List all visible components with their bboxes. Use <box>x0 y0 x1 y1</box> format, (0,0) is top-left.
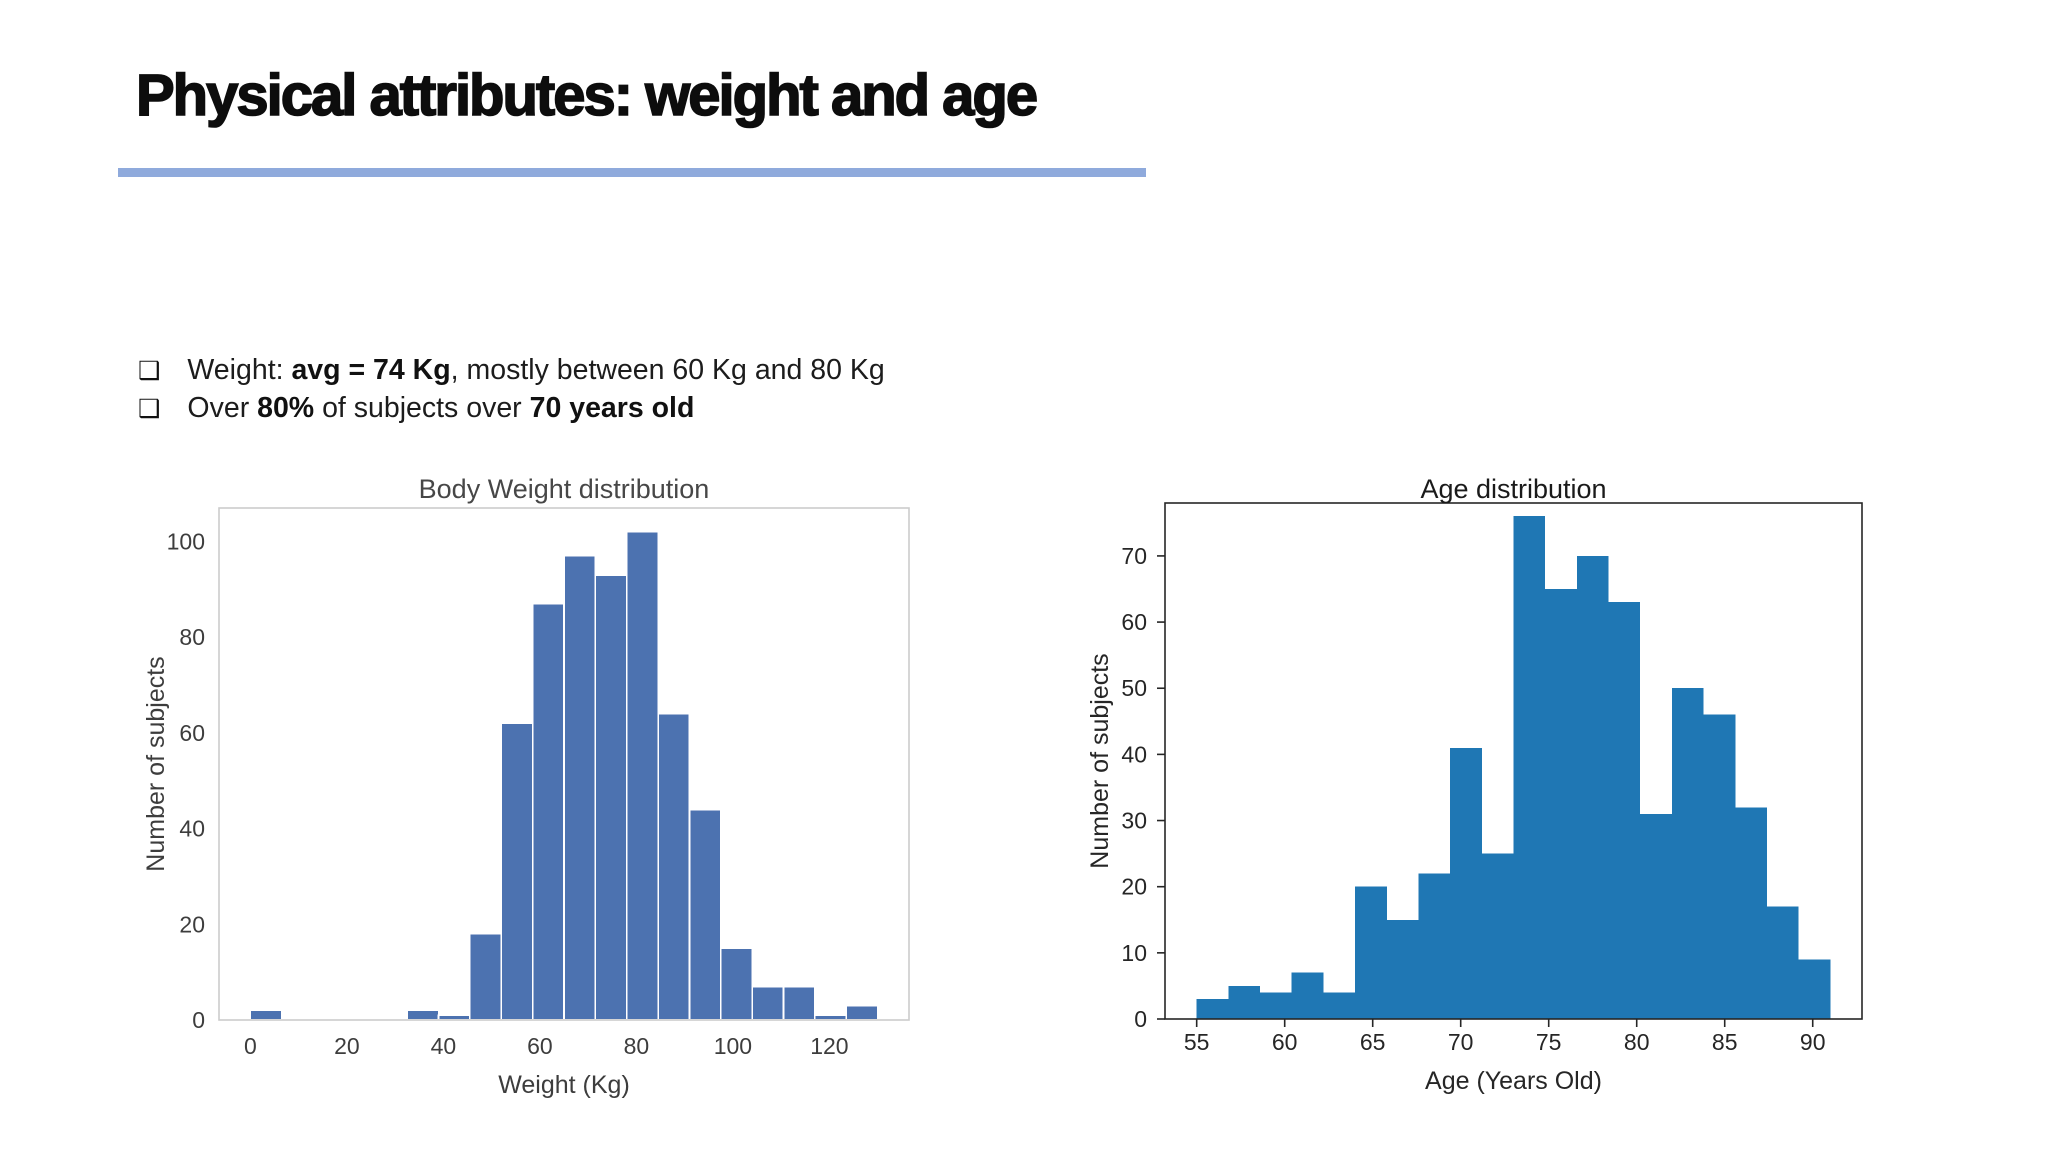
histogram-bar <box>1608 602 1641 1019</box>
histogram-bar <box>1640 813 1672 1019</box>
bullet-text: Weight: avg = 74 Kg, mostly between 60 K… <box>187 354 885 386</box>
histogram-bar <box>1418 873 1451 1019</box>
x-tick-label: 55 <box>1184 1029 1210 1055</box>
x-axis-label: Age (Years Old) <box>1425 1067 1602 1095</box>
histogram-bar <box>657 713 691 1021</box>
histogram-bar <box>1798 959 1831 1019</box>
x-tick-label: 60 <box>1272 1029 1298 1055</box>
y-axis-label: Number of subjects <box>1088 653 1114 868</box>
x-tick-label: 70 <box>1448 1029 1474 1055</box>
histogram-bar <box>688 808 722 1021</box>
x-tick-label: 80 <box>624 1033 650 1059</box>
histogram-bar <box>1545 589 1577 1019</box>
bullet-text: Over 80% of subjects over 70 years old <box>187 392 695 424</box>
x-tick-label: 60 <box>527 1033 553 1059</box>
y-tick-label: 50 <box>1121 675 1147 701</box>
x-tick-label: 80 <box>1624 1029 1650 1055</box>
histogram-bar <box>1291 972 1324 1019</box>
histogram-bar <box>1355 886 1387 1019</box>
x-axis-label: Weight (Kg) <box>498 1071 630 1099</box>
y-tick-label: 10 <box>1121 940 1147 966</box>
histogram-bar <box>563 555 597 1021</box>
x-tick-label: 90 <box>1800 1029 1826 1055</box>
histogram-bar <box>782 985 816 1021</box>
x-tick-label: 0 <box>244 1033 257 1059</box>
y-tick-label: 20 <box>1121 874 1147 900</box>
checkbox-bullet-icon: ❑ <box>138 357 161 385</box>
bullet-item: ❑ Over 80% of subjects over 70 years old <box>138 390 885 428</box>
x-tick-label: 40 <box>431 1033 457 1059</box>
age-histogram: 55 60 65 70 75 80 85 90 0 10 20 30 40 50 60 70 Age distr… <box>1088 474 1863 1095</box>
x-tick-label: 85 <box>1712 1029 1738 1055</box>
plot-frame <box>1164 502 1863 1020</box>
y-tick-label: 60 <box>1121 609 1147 635</box>
histogram-bar <box>1386 919 1419 1019</box>
histogram-bar <box>719 947 753 1021</box>
histogram-bar <box>1513 516 1546 1019</box>
histogram-bar <box>1196 999 1229 1019</box>
y-tick-label: 60 <box>179 720 205 746</box>
y-tick-label: 0 <box>1134 1006 1147 1032</box>
histogram-bar <box>1767 906 1799 1019</box>
y-tick-label: 100 <box>167 528 205 554</box>
x-tick-label: 100 <box>714 1033 752 1059</box>
histogram-bar <box>751 985 785 1021</box>
y-tick-label: 40 <box>1121 741 1147 767</box>
histogram-bar <box>1481 853 1514 1019</box>
y-axis-label: Number of subjects <box>142 656 170 871</box>
histogram-bar <box>594 574 628 1021</box>
plot-frame <box>218 507 910 1021</box>
histogram-bar <box>1576 555 1609 1019</box>
histogram-bar <box>1450 747 1482 1019</box>
checkbox-bullet-icon: ❑ <box>138 395 161 423</box>
title-underline <box>118 168 1146 177</box>
histogram-bar <box>500 722 534 1021</box>
bullet-list: ❑ Weight: avg = 74 Kg, mostly between 60 … <box>138 352 885 428</box>
x-tick-label: 65 <box>1360 1029 1386 1055</box>
histogram-bar <box>531 602 565 1021</box>
histogram-bar <box>406 1009 440 1021</box>
histogram-bar <box>1735 807 1767 1019</box>
bullet-item: ❑ Weight: avg = 74 Kg, mostly between 60 … <box>138 352 885 390</box>
body-weight-histogram: 0 20 40 60 80 100 120 0 20 40 60 80 100 Body Weight d… <box>142 474 910 1099</box>
histogram-bar <box>1671 688 1704 1019</box>
histogram-bar <box>845 1004 879 1021</box>
chart-title: Body Weight distribution <box>419 474 710 504</box>
y-tick-label: 70 <box>1121 543 1147 569</box>
chart-title: Age distribution <box>1420 474 1606 504</box>
histogram-bar <box>1228 985 1261 1019</box>
histogram-bar <box>1260 992 1292 1019</box>
y-tick-label: 40 <box>179 816 205 842</box>
histogram-bar <box>249 1009 283 1021</box>
x-tick-label: 75 <box>1536 1029 1562 1055</box>
page-title: Physical attributes: weight and age <box>135 62 1039 129</box>
y-tick-label: 20 <box>179 911 205 937</box>
histogram-bar <box>1703 714 1736 1019</box>
y-tick-label: 30 <box>1121 808 1147 834</box>
x-tick-label: 20 <box>334 1033 360 1059</box>
x-tick-label: 120 <box>810 1033 848 1059</box>
y-tick-label: 80 <box>179 624 205 650</box>
histogram-bar <box>625 531 659 1021</box>
histogram-bar <box>469 933 503 1021</box>
y-tick-label: 0 <box>192 1007 205 1033</box>
histogram-bar <box>1323 992 1356 1019</box>
